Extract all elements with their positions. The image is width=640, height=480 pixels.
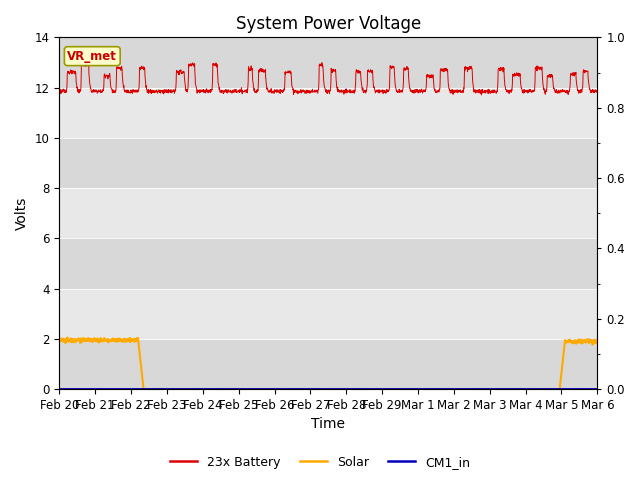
- Bar: [60, 138, 597, 188]
- Title: System Power Voltage: System Power Voltage: [236, 15, 421, 33]
- Bar: [60, 188, 597, 239]
- X-axis label: Time: Time: [311, 418, 346, 432]
- Y-axis label: Volts: Volts: [15, 196, 29, 230]
- Bar: [60, 87, 597, 138]
- Bar: [60, 239, 597, 288]
- Legend: 23x Battery, Solar, CM1_in: 23x Battery, Solar, CM1_in: [164, 451, 476, 474]
- Bar: [60, 37, 597, 87]
- Bar: [60, 288, 597, 339]
- Bar: [60, 339, 597, 389]
- Text: VR_met: VR_met: [67, 49, 117, 63]
